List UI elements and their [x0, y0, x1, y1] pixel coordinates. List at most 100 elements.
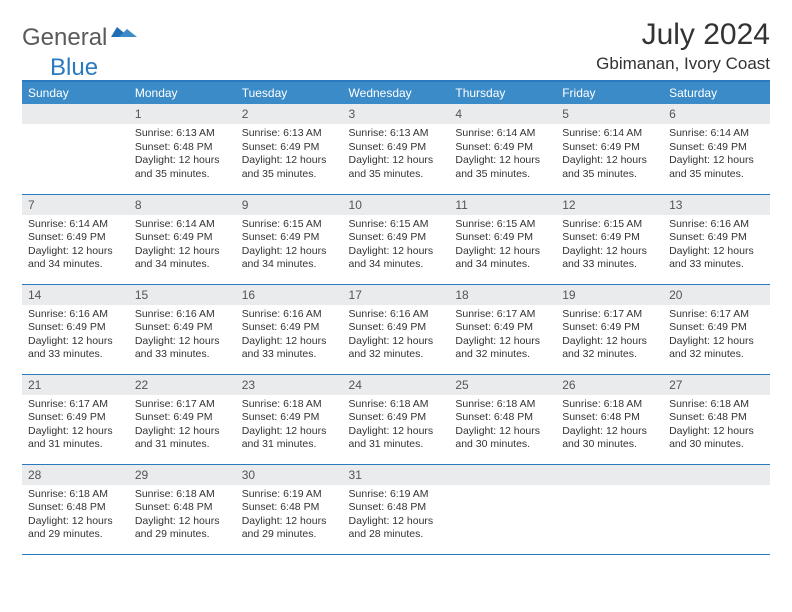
- calendar-day-cell: 17Sunrise: 6:16 AMSunset: 6:49 PMDayligh…: [343, 284, 450, 374]
- daylight-line: Daylight: 12 hours and 34 minutes.: [455, 245, 550, 272]
- weekday-header: Monday: [129, 81, 236, 104]
- sunrise-line: Sunrise: 6:15 AM: [242, 218, 337, 232]
- daylight-line: Daylight: 12 hours and 33 minutes.: [669, 245, 764, 272]
- month-title: July 2024: [596, 18, 770, 52]
- day-number: 22: [129, 375, 236, 395]
- weekday-header-row: SundayMondayTuesdayWednesdayThursdayFrid…: [22, 81, 770, 104]
- daylight-line: Daylight: 12 hours and 31 minutes.: [242, 425, 337, 452]
- header: General July 2024 Gbimanan, Ivory Coast: [22, 18, 770, 74]
- daylight-line: Daylight: 12 hours and 35 minutes.: [669, 154, 764, 181]
- calendar-day-cell: 31Sunrise: 6:19 AMSunset: 6:48 PMDayligh…: [343, 464, 450, 554]
- calendar-week-row: 7Sunrise: 6:14 AMSunset: 6:49 PMDaylight…: [22, 194, 770, 284]
- daylight-line: Daylight: 12 hours and 33 minutes.: [242, 335, 337, 362]
- day-details: Sunrise: 6:16 AMSunset: 6:49 PMDaylight:…: [663, 215, 770, 279]
- sunset-line: Sunset: 6:49 PM: [669, 321, 764, 335]
- day-details: Sunrise: 6:17 AMSunset: 6:49 PMDaylight:…: [663, 305, 770, 369]
- day-details: Sunrise: 6:18 AMSunset: 6:49 PMDaylight:…: [236, 395, 343, 459]
- calendar-day-cell: 19Sunrise: 6:17 AMSunset: 6:49 PMDayligh…: [556, 284, 663, 374]
- sunrise-line: Sunrise: 6:18 AM: [349, 398, 444, 412]
- sunrise-line: Sunrise: 6:18 AM: [135, 488, 230, 502]
- day-details: Sunrise: 6:14 AMSunset: 6:49 PMDaylight:…: [129, 215, 236, 279]
- sunset-line: Sunset: 6:48 PM: [669, 411, 764, 425]
- day-details: Sunrise: 6:13 AMSunset: 6:48 PMDaylight:…: [129, 124, 236, 188]
- day-details: Sunrise: 6:16 AMSunset: 6:49 PMDaylight:…: [236, 305, 343, 369]
- calendar-day-cell: 15Sunrise: 6:16 AMSunset: 6:49 PMDayligh…: [129, 284, 236, 374]
- day-details: Sunrise: 6:16 AMSunset: 6:49 PMDaylight:…: [129, 305, 236, 369]
- day-number: 8: [129, 195, 236, 215]
- sunset-line: Sunset: 6:49 PM: [135, 321, 230, 335]
- sunrise-line: Sunrise: 6:18 AM: [669, 398, 764, 412]
- daylight-line: Daylight: 12 hours and 28 minutes.: [349, 515, 444, 542]
- sunset-line: Sunset: 6:48 PM: [135, 501, 230, 515]
- daylight-line: Daylight: 12 hours and 34 minutes.: [135, 245, 230, 272]
- day-number: 4: [449, 104, 556, 124]
- logo-text-general: General: [22, 24, 107, 52]
- title-block: July 2024 Gbimanan, Ivory Coast: [596, 18, 770, 74]
- sunset-line: Sunset: 6:49 PM: [455, 321, 550, 335]
- calendar-day-cell: 13Sunrise: 6:16 AMSunset: 6:49 PMDayligh…: [663, 194, 770, 284]
- daylight-line: Daylight: 12 hours and 33 minutes.: [562, 245, 657, 272]
- sunset-line: Sunset: 6:49 PM: [562, 231, 657, 245]
- calendar-day-cell: 5Sunrise: 6:14 AMSunset: 6:49 PMDaylight…: [556, 104, 663, 194]
- sunrise-line: Sunrise: 6:17 AM: [28, 398, 123, 412]
- sunrise-line: Sunrise: 6:13 AM: [135, 127, 230, 141]
- daylight-line: Daylight: 12 hours and 30 minutes.: [669, 425, 764, 452]
- sunset-line: Sunset: 6:49 PM: [135, 411, 230, 425]
- day-number: 28: [22, 465, 129, 485]
- day-details: Sunrise: 6:19 AMSunset: 6:48 PMDaylight:…: [343, 485, 450, 549]
- day-number: [556, 465, 663, 485]
- day-details: Sunrise: 6:14 AMSunset: 6:49 PMDaylight:…: [449, 124, 556, 188]
- day-details: Sunrise: 6:18 AMSunset: 6:48 PMDaylight:…: [449, 395, 556, 459]
- weekday-header: Saturday: [663, 81, 770, 104]
- sunrise-line: Sunrise: 6:13 AM: [349, 127, 444, 141]
- calendar-day-cell: 6Sunrise: 6:14 AMSunset: 6:49 PMDaylight…: [663, 104, 770, 194]
- calendar-day-cell: 8Sunrise: 6:14 AMSunset: 6:49 PMDaylight…: [129, 194, 236, 284]
- calendar-day-cell: [556, 464, 663, 554]
- calendar-day-cell: 18Sunrise: 6:17 AMSunset: 6:49 PMDayligh…: [449, 284, 556, 374]
- sunrise-line: Sunrise: 6:17 AM: [135, 398, 230, 412]
- sunset-line: Sunset: 6:49 PM: [349, 411, 444, 425]
- day-number: 3: [343, 104, 450, 124]
- day-number: 7: [22, 195, 129, 215]
- logo: General: [22, 18, 139, 52]
- daylight-line: Daylight: 12 hours and 29 minutes.: [135, 515, 230, 542]
- sunrise-line: Sunrise: 6:16 AM: [135, 308, 230, 322]
- weekday-header: Thursday: [449, 81, 556, 104]
- sunrise-line: Sunrise: 6:16 AM: [669, 218, 764, 232]
- calendar-day-cell: 29Sunrise: 6:18 AMSunset: 6:48 PMDayligh…: [129, 464, 236, 554]
- calendar-day-cell: 12 Sunrise: 6:15 AMSunset: 6:49 PMDayligh…: [556, 194, 663, 284]
- sunset-line: Sunset: 6:49 PM: [135, 231, 230, 245]
- calendar-day-cell: 20Sunrise: 6:17 AMSunset: 6:49 PMDayligh…: [663, 284, 770, 374]
- day-number: 23: [236, 375, 343, 395]
- sunset-line: Sunset: 6:48 PM: [455, 411, 550, 425]
- sunrise-line: Sunrise: 6:14 AM: [562, 127, 657, 141]
- sunset-line: Sunset: 6:49 PM: [562, 321, 657, 335]
- day-details: Sunrise: 6:17 AMSunset: 6:49 PMDaylight:…: [22, 395, 129, 459]
- calendar-day-cell: 4Sunrise: 6:14 AMSunset: 6:49 PMDaylight…: [449, 104, 556, 194]
- calendar-day-cell: [663, 464, 770, 554]
- calendar-day-cell: 2Sunrise: 6:13 AMSunset: 6:49 PMDaylight…: [236, 104, 343, 194]
- day-number: 20: [663, 285, 770, 305]
- calendar-week-row: 21Sunrise: 6:17 AMSunset: 6:49 PMDayligh…: [22, 374, 770, 464]
- daylight-line: Daylight: 12 hours and 35 minutes.: [455, 154, 550, 181]
- logo-flag-icon: [111, 23, 137, 48]
- day-details: Sunrise: 6:17 AMSunset: 6:49 PMDaylight:…: [556, 305, 663, 369]
- calendar-day-cell: 1Sunrise: 6:13 AMSunset: 6:48 PMDaylight…: [129, 104, 236, 194]
- calendar-day-cell: 30Sunrise: 6:19 AMSunset: 6:48 PMDayligh…: [236, 464, 343, 554]
- sunrise-line: Sunrise: 6:16 AM: [349, 308, 444, 322]
- sunrise-line: Sunrise: 6:15 AM: [562, 218, 657, 232]
- day-number: 30: [236, 465, 343, 485]
- calendar-table: SundayMondayTuesdayWednesdayThursdayFrid…: [22, 80, 770, 555]
- daylight-line: Daylight: 12 hours and 35 minutes.: [349, 154, 444, 181]
- sunset-line: Sunset: 6:48 PM: [349, 501, 444, 515]
- day-number: 12: [556, 195, 663, 215]
- day-details: Sunrise: 6:13 AMSunset: 6:49 PMDaylight:…: [343, 124, 450, 188]
- calendar-week-row: 28Sunrise: 6:18 AMSunset: 6:48 PMDayligh…: [22, 464, 770, 554]
- day-number: 11: [449, 195, 556, 215]
- day-number: [449, 465, 556, 485]
- sunrise-line: Sunrise: 6:18 AM: [455, 398, 550, 412]
- sunset-line: Sunset: 6:49 PM: [349, 231, 444, 245]
- sunset-line: Sunset: 6:48 PM: [242, 501, 337, 515]
- day-number: 17: [343, 285, 450, 305]
- calendar-day-cell: 14Sunrise: 6:16 AMSunset: 6:49 PMDayligh…: [22, 284, 129, 374]
